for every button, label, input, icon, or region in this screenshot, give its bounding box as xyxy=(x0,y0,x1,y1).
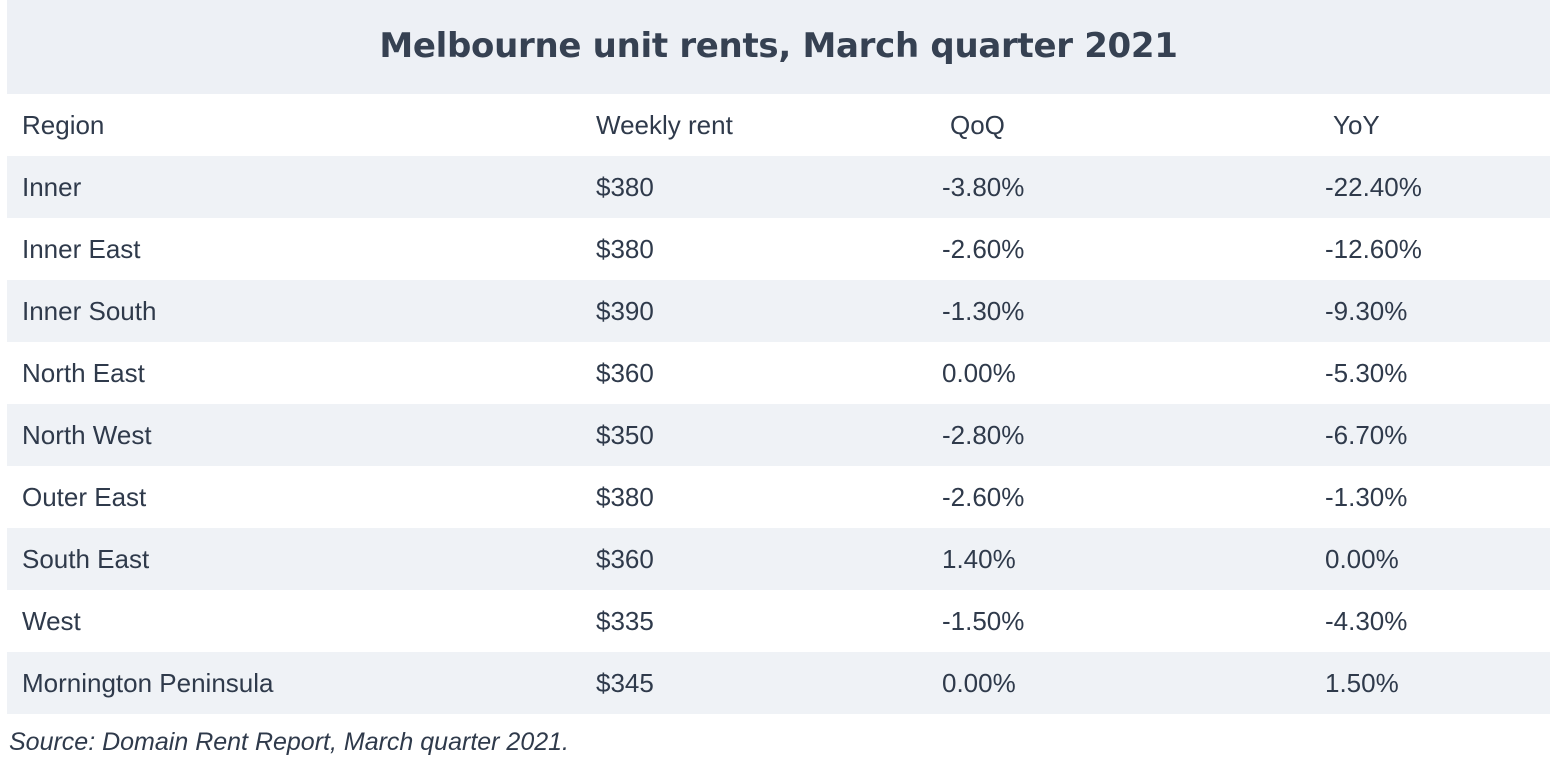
cell-region: Inner South xyxy=(22,295,157,326)
cell-rent: $345 xyxy=(596,667,654,698)
cell-rent: $380 xyxy=(596,481,654,512)
table-row: North West $350 -2.80% -6.70% xyxy=(7,404,1550,466)
title-bar: Melbourne unit rents, March quarter 2021 xyxy=(7,0,1550,94)
cell-qoq: -3.80% xyxy=(942,171,1025,202)
cell-qoq: -1.30% xyxy=(942,295,1025,326)
header-qoq: QoQ xyxy=(950,109,1005,140)
table-row: South East $360 1.40% 0.00% xyxy=(7,528,1550,590)
cell-rent: $335 xyxy=(596,605,654,636)
cell-yoy: -5.30% xyxy=(1325,357,1408,388)
table-body: Inner $380 -3.80% -22.40% Inner East $380 -2.6… xyxy=(7,156,1550,714)
table-row: Inner $380 -3.80% -22.40% xyxy=(7,156,1550,218)
cell-yoy: 0.00% xyxy=(1325,543,1399,574)
cell-yoy: -12.60% xyxy=(1325,233,1422,264)
cell-yoy: -9.30% xyxy=(1325,295,1408,326)
cell-qoq: -2.60% xyxy=(942,481,1025,512)
cell-region: North East xyxy=(22,357,145,388)
cell-rent: $360 xyxy=(596,357,654,388)
table-row: Inner East $380 -2.60% -12.60% xyxy=(7,218,1550,280)
table-row: West $335 -1.50% -4.30% xyxy=(7,590,1550,652)
cell-qoq: -2.60% xyxy=(942,233,1025,264)
cell-yoy: -1.30% xyxy=(1325,481,1408,512)
header-yoy: YoY xyxy=(1333,109,1380,140)
cell-yoy: 1.50% xyxy=(1325,667,1399,698)
table-row: Mornington Peninsula $345 0.00% 1.50% xyxy=(7,652,1550,714)
cell-region: Inner xyxy=(22,171,82,202)
cell-yoy: -6.70% xyxy=(1325,419,1408,450)
cell-qoq: 1.40% xyxy=(942,543,1016,574)
cell-rent: $380 xyxy=(596,171,654,202)
table-title: Melbourne unit rents, March quarter 2021 xyxy=(379,26,1178,66)
cell-region: Outer East xyxy=(22,481,147,512)
header-region: Region xyxy=(22,109,105,140)
cell-rent: $360 xyxy=(596,543,654,574)
rent-table-figure: Melbourne unit rents, March quarter 2021… xyxy=(7,0,1550,757)
cell-qoq: 0.00% xyxy=(942,667,1016,698)
cell-qoq: -2.80% xyxy=(942,419,1025,450)
table-row: Inner South $390 -1.30% -9.30% xyxy=(7,280,1550,342)
cell-rent: $380 xyxy=(596,233,654,264)
table-row: Outer East $380 -2.60% -1.30% xyxy=(7,466,1550,528)
cell-region: Mornington Peninsula xyxy=(22,667,274,698)
cell-region: South East xyxy=(22,543,150,574)
cell-region: North West xyxy=(22,419,152,450)
cell-rent: $350 xyxy=(596,419,654,450)
table-row: North East $360 0.00% -5.30% xyxy=(7,342,1550,404)
table-header-row: Region Weekly rent QoQ YoY xyxy=(7,94,1550,156)
cell-region: West xyxy=(22,605,81,636)
cell-yoy: -4.30% xyxy=(1325,605,1408,636)
header-weekly-rent: Weekly rent xyxy=(596,109,733,140)
cell-yoy: -22.40% xyxy=(1325,171,1422,202)
cell-qoq: 0.00% xyxy=(942,357,1016,388)
cell-region: Inner East xyxy=(22,233,141,264)
cell-rent: $390 xyxy=(596,295,654,326)
cell-qoq: -1.50% xyxy=(942,605,1025,636)
source-note: Source: Domain Rent Report, March quarte… xyxy=(9,728,569,756)
